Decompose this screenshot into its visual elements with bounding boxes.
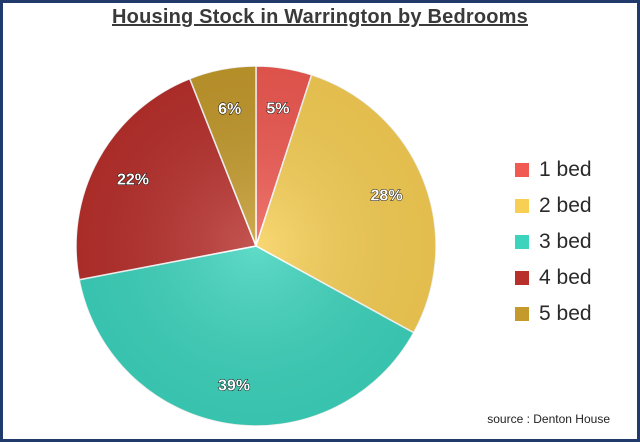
data-label-1-bed: 5% bbox=[266, 100, 289, 117]
legend-label-4-bed: 4 bed bbox=[539, 266, 592, 289]
legend-item-3-bed: 3 bed bbox=[515, 224, 592, 260]
legend-item-2-bed: 2 bed bbox=[515, 188, 592, 224]
legend: 1 bed 2 bed 3 bed 4 bed 5 bed bbox=[515, 152, 592, 332]
legend-swatch-4-bed bbox=[515, 271, 529, 285]
legend-swatch-1-bed bbox=[515, 163, 529, 177]
data-label-4-bed: 22% bbox=[117, 171, 149, 188]
legend-label-2-bed: 2 bed bbox=[539, 194, 592, 217]
legend-label-3-bed: 3 bed bbox=[539, 230, 592, 253]
chart-title: Housing Stock in Warrington by Bedrooms bbox=[112, 6, 528, 28]
legend-swatch-5-bed bbox=[515, 307, 529, 321]
source-note: source : Denton House bbox=[487, 412, 610, 426]
data-label-5-bed: 6% bbox=[218, 101, 241, 118]
data-label-3-bed: 39% bbox=[218, 378, 250, 395]
legend-label-1-bed: 1 bed bbox=[539, 158, 592, 181]
legend-label-5-bed: 5 bed bbox=[539, 302, 592, 325]
legend-item-1-bed: 1 bed bbox=[515, 152, 592, 188]
legend-swatch-3-bed bbox=[515, 235, 529, 249]
legend-item-4-bed: 4 bed bbox=[515, 260, 592, 296]
legend-swatch-2-bed bbox=[515, 199, 529, 213]
data-label-2-bed: 28% bbox=[371, 187, 403, 204]
legend-item-5-bed: 5 bed bbox=[515, 296, 592, 332]
